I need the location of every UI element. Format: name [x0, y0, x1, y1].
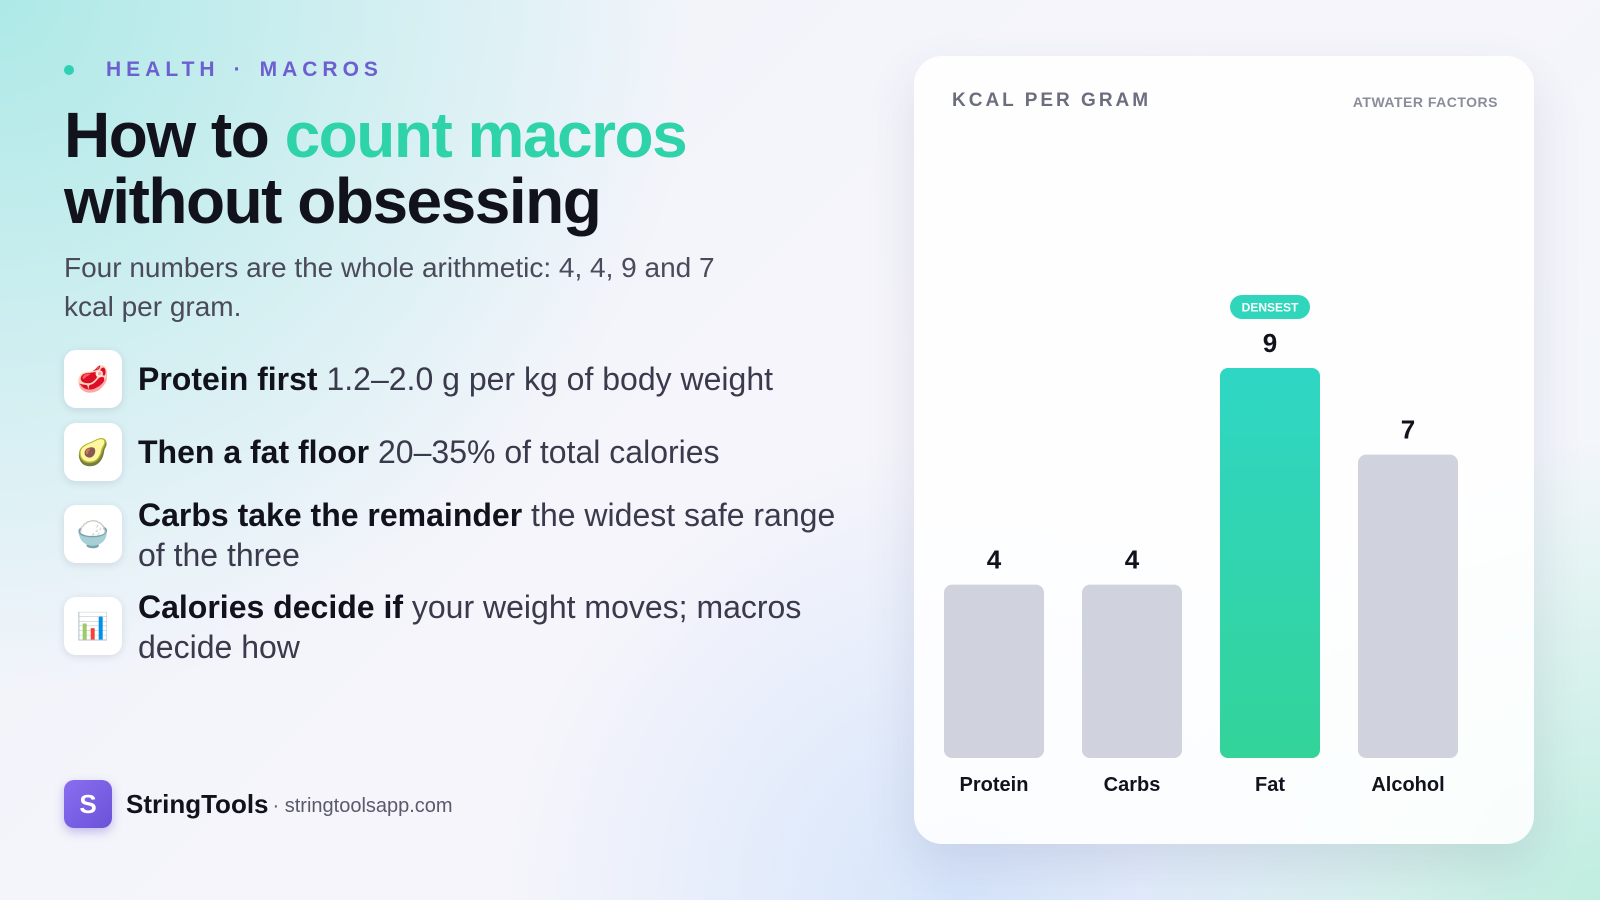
value-label-alcohol: 7 [1401, 415, 1415, 445]
eyebrow: HEALTH · MACROS [64, 58, 383, 82]
list-item-bold: Carbs take the remainder [138, 497, 523, 533]
bar-alcohol [1358, 454, 1458, 758]
avocado-icon: 🥑 [64, 423, 122, 481]
list-item-rest: your weight moves; macros decide how [138, 589, 802, 665]
brand-name: StringTools [126, 788, 269, 819]
list-item: 🥩 Protein first 1.2–2.0 g per kg of body… [64, 350, 854, 408]
title-accent: count macros [284, 99, 688, 171]
steak-icon: 🥩 [64, 350, 122, 408]
eyebrow-dot [64, 65, 74, 75]
brand-url: · stringtoolsapp.com [272, 794, 453, 817]
value-label-carbs: 4 [1125, 545, 1140, 575]
brand-logo: S [64, 780, 112, 828]
list-item: 📊 Calories decide if your weight moves; … [64, 587, 854, 667]
title-line2: without obsessing [64, 165, 602, 237]
list-item-rest: 20–35% of total calories [378, 434, 720, 470]
bar-carbs [1082, 584, 1182, 758]
list-item-bold: Calories decide if [138, 589, 403, 625]
list-item-rest: 1.2–2.0 g per kg of body weight [326, 361, 773, 397]
bar-chart-icon: 📊 [64, 597, 122, 655]
list-item-bold: Protein first [138, 361, 318, 397]
category-label-alcohol: Alcohol [1371, 774, 1444, 796]
bar-protein [944, 584, 1044, 758]
bar-chart: 4 Protein 4 Carbs 9 Fat DENSEST 7 Alcohol [944, 295, 1458, 796]
bar-fat [1220, 368, 1320, 758]
subtitle: Four numbers are the whole arithmetic: 4… [64, 252, 715, 322]
badge-fat [1230, 295, 1310, 319]
rice-bowl-icon: 🍚 [64, 505, 122, 563]
eyebrow-left: HEALTH [106, 58, 220, 81]
page-title: How to count macros without obsessing [64, 99, 688, 237]
title-part1: How to [64, 99, 270, 171]
list-item-text: Then a fat floor 20–35% of total calorie… [138, 423, 854, 481]
value-label-protein: 4 [987, 545, 1002, 575]
list-item: 🥑 Then a fat floor 20–35% of total calor… [64, 423, 854, 481]
list-item-text: Carbs take the remainder the widest safe… [138, 495, 854, 575]
eyebrow-right: MACROS [259, 58, 383, 81]
chart-title: KCAL PER GRAM [952, 90, 1152, 111]
value-label-fat: 9 [1263, 328, 1277, 358]
list-item: 🍚 Carbs take the remainder the widest sa… [64, 495, 854, 575]
list-item-bold: Then a fat floor [138, 434, 370, 470]
category-label-fat: Fat [1255, 774, 1285, 796]
eyebrow-separator: · [233, 58, 246, 81]
list-item-text: Protein first 1.2–2.0 g per kg of body w… [138, 350, 854, 408]
brand-footer: S StringTools · stringtoolsapp.com [64, 780, 453, 828]
list-item-text: Calories decide if your weight moves; ma… [138, 587, 854, 667]
chart-card: KCAL PER GRAM ATWATER FACTORS 4 Protein 4 C… [914, 56, 1534, 844]
category-label-carbs: Carbs [1104, 774, 1161, 796]
badge-text-fat: DENSEST [1242, 301, 1299, 315]
chart-note: ATWATER FACTORS [1352, 94, 1498, 110]
category-label-protein: Protein [960, 774, 1029, 796]
list-item-rest: the widest safe range of the three [138, 497, 836, 573]
